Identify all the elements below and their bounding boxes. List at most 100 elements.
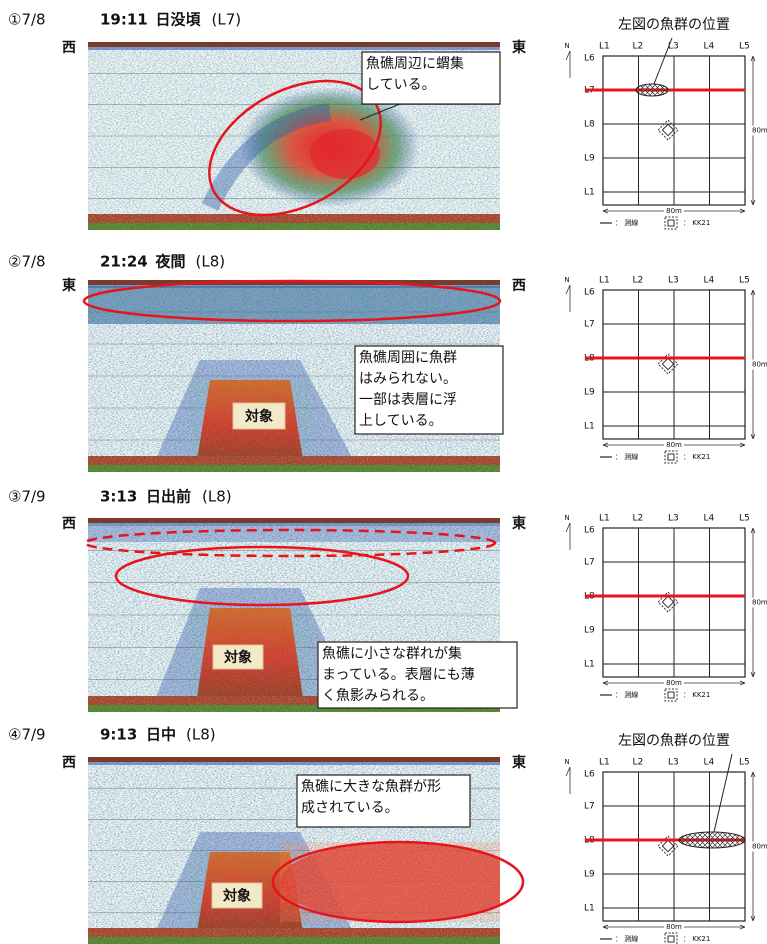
dim-right-gap: [750, 841, 767, 852]
north-label: N: [564, 276, 569, 284]
map-col-label: L5: [739, 42, 750, 52]
dim-bottom-gap: [664, 207, 684, 215]
map-row-label: L1: [584, 904, 595, 914]
target-box: [211, 882, 263, 909]
legend-line-label: ： 測線: [615, 218, 638, 227]
note-text: まっている。表層にも薄: [322, 667, 475, 683]
north-arrow: [565, 522, 571, 550]
map-col-label: L3: [668, 42, 679, 52]
surface-band: [88, 42, 500, 47]
map-row-label: L9: [584, 154, 595, 164]
callout: [359, 103, 401, 121]
map-col-label: L4: [704, 276, 715, 286]
dim-bottom-gap: [664, 923, 684, 931]
map-col-label: L1: [599, 42, 610, 52]
school-echo-core: [310, 129, 380, 179]
legend-reef-icon-inner: [667, 935, 675, 943]
dim-bottom-label: 80m: [666, 923, 682, 931]
map-title: 左図の魚群の位置: [618, 733, 730, 749]
legend-line-label: ： 測線: [615, 690, 638, 699]
panel-period: 日出前: [146, 488, 191, 506]
map-row-label: L9: [584, 870, 595, 880]
legend-reef-icon-inner: [667, 691, 675, 699]
target-box: [232, 402, 286, 430]
map-col-label: L1: [599, 758, 610, 768]
dim-right-label: 80m: [752, 361, 767, 369]
direction-right: 東: [512, 39, 526, 56]
panel-period: 日没頃: [156, 11, 202, 29]
dim-bottom-label: 80m: [666, 679, 682, 687]
map-col-label: L5: [739, 514, 750, 524]
surface-band: [88, 518, 500, 523]
panel-line: (L7): [212, 11, 242, 29]
legend-reef-icon: [664, 216, 678, 230]
dim-right-label: 80m: [752, 599, 767, 607]
surface-band: [88, 280, 500, 285]
highlight-ellipse: [271, 840, 525, 924]
target-box: [212, 644, 264, 670]
highlight-ellipse: [83, 528, 497, 558]
note-text: 魚礁に大きな魚群が形: [301, 779, 441, 795]
surface-band-2: [88, 762, 500, 765]
school-leader: [713, 753, 733, 833]
direction-left: 東: [62, 277, 76, 294]
location-map: NL1L2L3L4L5L6L7L8L9L180m80m： 測線： KK21: [564, 514, 767, 702]
legend-reef-icon: [664, 450, 678, 464]
map-row-label: L6: [584, 526, 595, 536]
note-text: 上している。: [359, 413, 443, 429]
map-col-label: L4: [704, 758, 715, 768]
legend-reef-icon: [664, 688, 678, 702]
location-map: 左図の魚群の位置NL1L2L3L4L5L6L7L8L9L180m80m： 測線：…: [564, 733, 767, 944]
map-row-label: L1: [584, 660, 595, 670]
legend-reef-icon-inner: [667, 219, 675, 227]
map-row-label: L9: [584, 626, 595, 636]
school-speck: [280, 842, 500, 922]
panel-number: ①7/8: [8, 11, 46, 29]
legend-reef-label: ： KK21: [683, 691, 710, 699]
panel: ③7/9 3:13 日出前 (L8) 西 東魚礁に小さな群れが集まっている。表層にも薄く魚…: [8, 488, 767, 712]
north-arrow: [565, 766, 571, 794]
map-row-label: L8: [584, 120, 595, 130]
school-position: [678, 831, 746, 849]
map-col-label: L1: [599, 514, 610, 524]
note-box: [354, 345, 504, 435]
map-row-label: L1: [584, 422, 595, 432]
note-text: く魚影みられる。: [322, 688, 434, 704]
note-box: [317, 641, 518, 709]
reef-marker-inner: [661, 595, 675, 609]
panel-number: ②7/8: [8, 253, 46, 271]
note-text: 魚礁に小さな群れが集: [322, 645, 462, 662]
reef-marker-inner: [661, 123, 675, 137]
note-text: している。: [366, 77, 436, 93]
north-label: N: [564, 758, 569, 766]
map-col-label: L2: [633, 514, 644, 524]
location-map: 左図の魚群の位置NL1L2L3L4L5L6L7L8L9L180m80m： 測線：…: [564, 17, 767, 230]
panel: ②7/8 21:24 夜間 (L8) 東 西魚礁周囲に魚群はみられない。一部は表層に浮上し…: [8, 253, 767, 472]
highlight-ellipse: [208, 79, 382, 217]
north-label: N: [564, 514, 569, 522]
note-text: 成されている。: [301, 800, 399, 816]
surface-band-2: [88, 47, 500, 50]
highlight-ellipse: [114, 545, 410, 607]
map-row-label: L9: [584, 388, 595, 398]
map-row-label: L6: [584, 770, 595, 780]
map-col-label: L5: [739, 758, 750, 768]
map-col-label: L4: [704, 514, 715, 524]
dim-right-label: 80m: [752, 843, 767, 851]
legend-reef-label: ： KK21: [683, 219, 710, 227]
panel-number: ③7/9: [8, 488, 46, 506]
target-label: 対象: [223, 649, 252, 666]
direction-left: 西: [62, 755, 76, 771]
note-text: 魚礁周囲に魚群: [359, 350, 457, 366]
legend-reef-icon-inner: [667, 453, 675, 461]
note-box: [296, 774, 471, 828]
map-row-label: L1: [584, 188, 595, 198]
map-col-label: L4: [704, 42, 715, 52]
legend-line-label: ： 測線: [615, 452, 638, 461]
legend-reef-icon: [664, 932, 678, 944]
dim-bottom-gap: [664, 441, 684, 449]
panel-line: (L8): [186, 726, 216, 744]
target-label: 対象: [244, 408, 273, 425]
